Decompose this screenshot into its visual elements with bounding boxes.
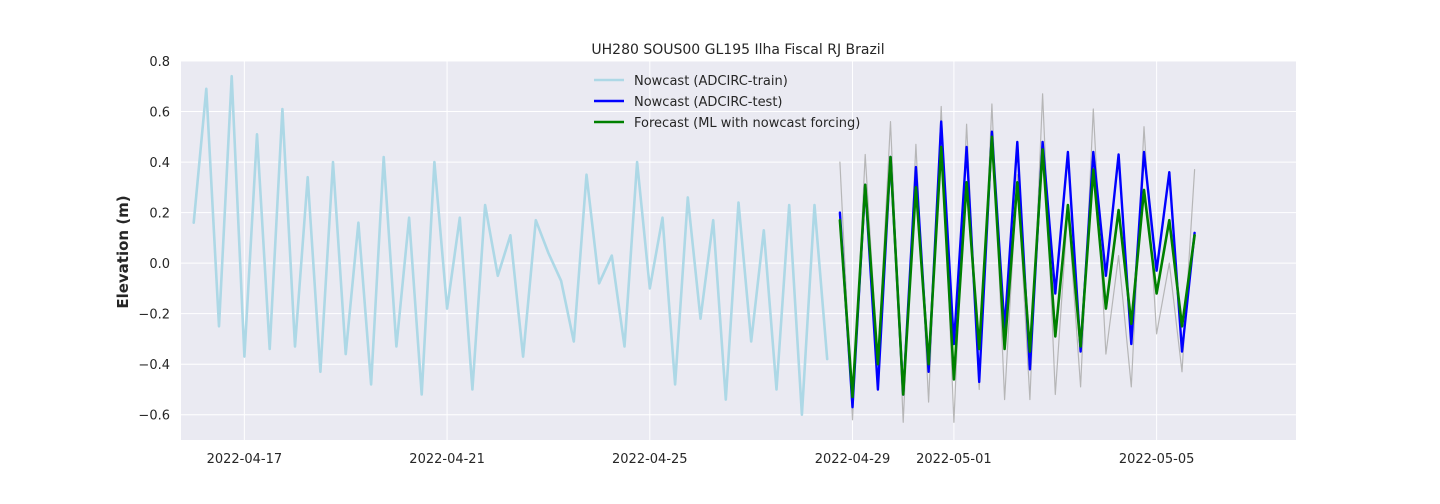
y-tick-label: 0.6 xyxy=(149,106,170,121)
legend-label-forecast: Forecast (ML with nowcast forcing) xyxy=(634,116,860,131)
legend: Nowcast (ADCIRC-train) Nowcast (ADCIRC-te… xyxy=(594,74,860,131)
y-tick-label: −0.2 xyxy=(138,308,170,323)
series-layer xyxy=(192,74,1196,423)
y-axis-ticks: −0.6 −0.4 −0.2 0.0 0.2 0.4 0.6 0.8 xyxy=(138,55,170,424)
legend-label-test: Nowcast (ADCIRC-test) xyxy=(634,95,783,110)
series-line-train xyxy=(192,74,829,417)
y-tick-label: 0.8 xyxy=(149,55,170,70)
y-tick-label: 0.2 xyxy=(149,207,170,222)
y-tick-label: 0.4 xyxy=(149,156,170,171)
y-axis-label: Elevation (m) xyxy=(114,195,132,308)
x-tick-label: 2022-04-17 xyxy=(207,452,283,467)
y-tick-label: −0.4 xyxy=(138,358,170,373)
x-axis-ticks: 2022-04-17 2022-04-21 2022-04-25 2022-04-29… xyxy=(207,452,1195,467)
x-tick-label: 2022-04-29 xyxy=(815,452,891,467)
legend-label-train: Nowcast (ADCIRC-train) xyxy=(634,74,788,89)
y-tick-label: −0.6 xyxy=(138,409,170,424)
chart-title: UH280 SOUS00 GL195 Ilha Fiscal RJ Brazil xyxy=(591,42,884,58)
series-line-forecast xyxy=(838,135,1196,399)
x-tick-label: 2022-04-25 xyxy=(612,452,688,467)
x-tick-label: 2022-04-21 xyxy=(409,452,485,467)
x-tick-label: 2022-05-01 xyxy=(916,452,992,467)
x-tick-label: 2022-05-05 xyxy=(1119,452,1195,467)
y-tick-label: 0.0 xyxy=(149,257,170,272)
plot-area xyxy=(181,61,1296,440)
